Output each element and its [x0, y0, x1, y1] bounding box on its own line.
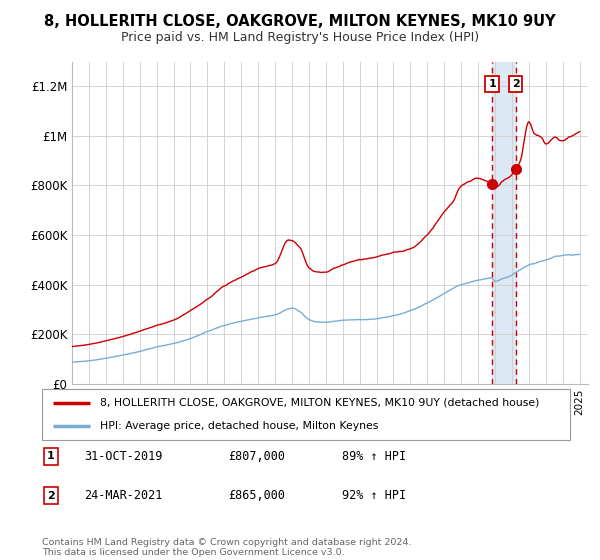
Text: 92% ↑ HPI: 92% ↑ HPI: [342, 489, 406, 502]
Text: £865,000: £865,000: [228, 489, 285, 502]
Text: HPI: Average price, detached house, Milton Keynes: HPI: Average price, detached house, Milt…: [100, 421, 379, 431]
Text: 8, HOLLERITH CLOSE, OAKGROVE, MILTON KEYNES, MK10 9UY (detached house): 8, HOLLERITH CLOSE, OAKGROVE, MILTON KEY…: [100, 398, 539, 408]
Text: 2: 2: [512, 79, 520, 89]
Text: £807,000: £807,000: [228, 450, 285, 463]
Text: 1: 1: [488, 79, 496, 89]
Text: 89% ↑ HPI: 89% ↑ HPI: [342, 450, 406, 463]
Text: 1: 1: [47, 451, 55, 461]
Text: 31-OCT-2019: 31-OCT-2019: [84, 450, 163, 463]
FancyBboxPatch shape: [42, 389, 570, 440]
Bar: [492, 62, 516, 384]
Text: 24-MAR-2021: 24-MAR-2021: [84, 489, 163, 502]
Text: 8, HOLLERITH CLOSE, OAKGROVE, MILTON KEYNES, MK10 9UY: 8, HOLLERITH CLOSE, OAKGROVE, MILTON KEY…: [44, 14, 556, 29]
Text: 2: 2: [47, 491, 55, 501]
Text: Contains HM Land Registry data © Crown copyright and database right 2024.
This d: Contains HM Land Registry data © Crown c…: [42, 538, 412, 557]
Text: Price paid vs. HM Land Registry's House Price Index (HPI): Price paid vs. HM Land Registry's House …: [121, 31, 479, 44]
